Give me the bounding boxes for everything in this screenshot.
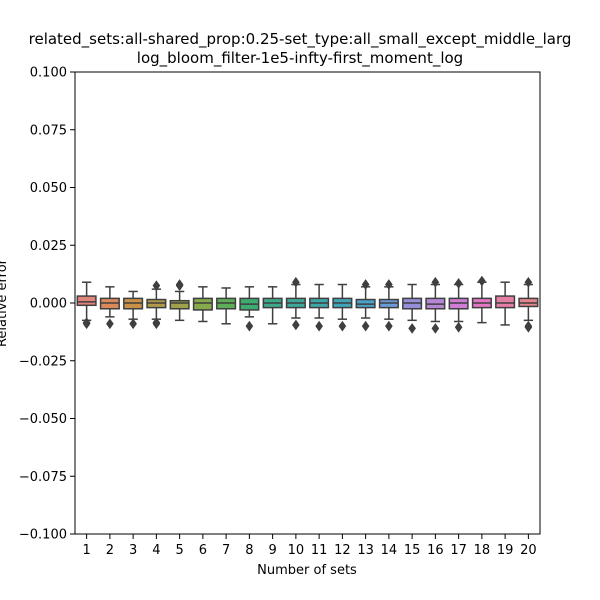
x-tick-label: 1 [82, 543, 90, 558]
outlier-point [292, 319, 300, 331]
x-tick-label: 10 [288, 543, 305, 558]
x-tick-label: 11 [311, 543, 328, 558]
box-group [309, 283, 330, 332]
outlier-point [454, 321, 463, 333]
box-group [495, 281, 516, 326]
box-group [285, 276, 306, 331]
outlier-point [129, 318, 137, 330]
y-tick-label: 0.000 [30, 297, 67, 312]
x-tick-label: 19 [497, 543, 514, 558]
outlier-point [361, 320, 370, 332]
x-tick-label: 17 [450, 543, 467, 558]
box-group [378, 279, 399, 332]
box-group [448, 278, 469, 333]
outlier-point [106, 318, 114, 330]
x-axis-label: Number of sets [257, 563, 357, 578]
axes-frame [74, 71, 541, 535]
box-iqr [495, 295, 516, 309]
outlier-point [408, 323, 416, 334]
outlier-point [152, 280, 161, 292]
x-tick-label: 2 [106, 543, 114, 558]
x-tick-label: 8 [245, 543, 253, 558]
outlier-point [524, 276, 533, 288]
y-ticks-layer: 0.100 0.075 0.050 0.025 0.000 −0.025 −0.050 −0.… [19, 66, 75, 543]
x-tick-label: 4 [152, 543, 160, 558]
x-tick-label: 3 [129, 543, 137, 558]
box-group [518, 276, 539, 333]
x-tick-label: 7 [222, 543, 230, 558]
y-axis-label: Relative error [0, 258, 10, 347]
boxes-layer [76, 275, 539, 334]
y-tick-label: −0.050 [19, 412, 67, 427]
box-group [216, 287, 237, 325]
chart-title-line-2: log_bloom_filter-1e5-infty-first_moment_… [136, 49, 464, 67]
box-group [192, 286, 213, 323]
x-tick-label: 20 [520, 543, 537, 558]
outlier-point [315, 320, 323, 332]
outlier-point [524, 320, 533, 332]
x-tick-label: 18 [474, 543, 491, 558]
outlier-point [175, 279, 184, 290]
y-tick-label: 0.025 [30, 239, 67, 254]
box-group [332, 283, 353, 332]
x-tick-label: 9 [268, 543, 276, 558]
box-group [425, 276, 446, 334]
box-iqr [76, 295, 97, 307]
outlier-point [385, 320, 393, 332]
box-group [262, 286, 283, 325]
box-group [402, 283, 423, 334]
outlier-point [361, 279, 370, 290]
outlier-point [338, 320, 347, 332]
y-tick-label: 0.050 [30, 181, 67, 196]
box-group [471, 275, 492, 324]
box-group [99, 286, 120, 330]
x-tick-label: 5 [175, 543, 183, 558]
x-tick-label: 16 [427, 543, 444, 558]
x-tick-label: 15 [404, 543, 421, 558]
chart-title-line-1: related_sets:all-shared_prop:0.25-set_ty… [28, 30, 572, 48]
box-group [123, 290, 144, 330]
outlier-point [454, 278, 463, 289]
outlier-point [385, 279, 393, 290]
x-tick-label: 12 [334, 543, 351, 558]
x-tick-label: 13 [357, 543, 374, 558]
box-group [146, 280, 167, 330]
box-group [169, 279, 190, 322]
box-group [355, 279, 376, 332]
box-iqr [169, 299, 190, 310]
y-tick-label: −0.100 [19, 528, 67, 543]
x-tick-label: 14 [381, 543, 398, 558]
outlier-point [82, 318, 91, 330]
outlier-point [292, 276, 300, 288]
y-tick-label: −0.075 [19, 470, 67, 485]
outlier-point [245, 320, 254, 332]
outlier-point [478, 275, 486, 287]
x-tick-label: 6 [199, 543, 207, 558]
box-group [239, 286, 260, 332]
box-group [76, 281, 97, 330]
outlier-point [431, 276, 440, 288]
y-tick-label: 0.075 [30, 123, 67, 138]
outlier-point [431, 323, 440, 334]
y-tick-label: 0.100 [30, 66, 67, 81]
box-iqr [192, 297, 213, 311]
y-tick-label: −0.025 [19, 354, 67, 369]
x-ticks-layer: 1 2 3 4 5 6 7 8 9 10 11 12 13 14 15 16 17 18 19 20 [82, 534, 537, 558]
outlier-point [152, 318, 161, 330]
